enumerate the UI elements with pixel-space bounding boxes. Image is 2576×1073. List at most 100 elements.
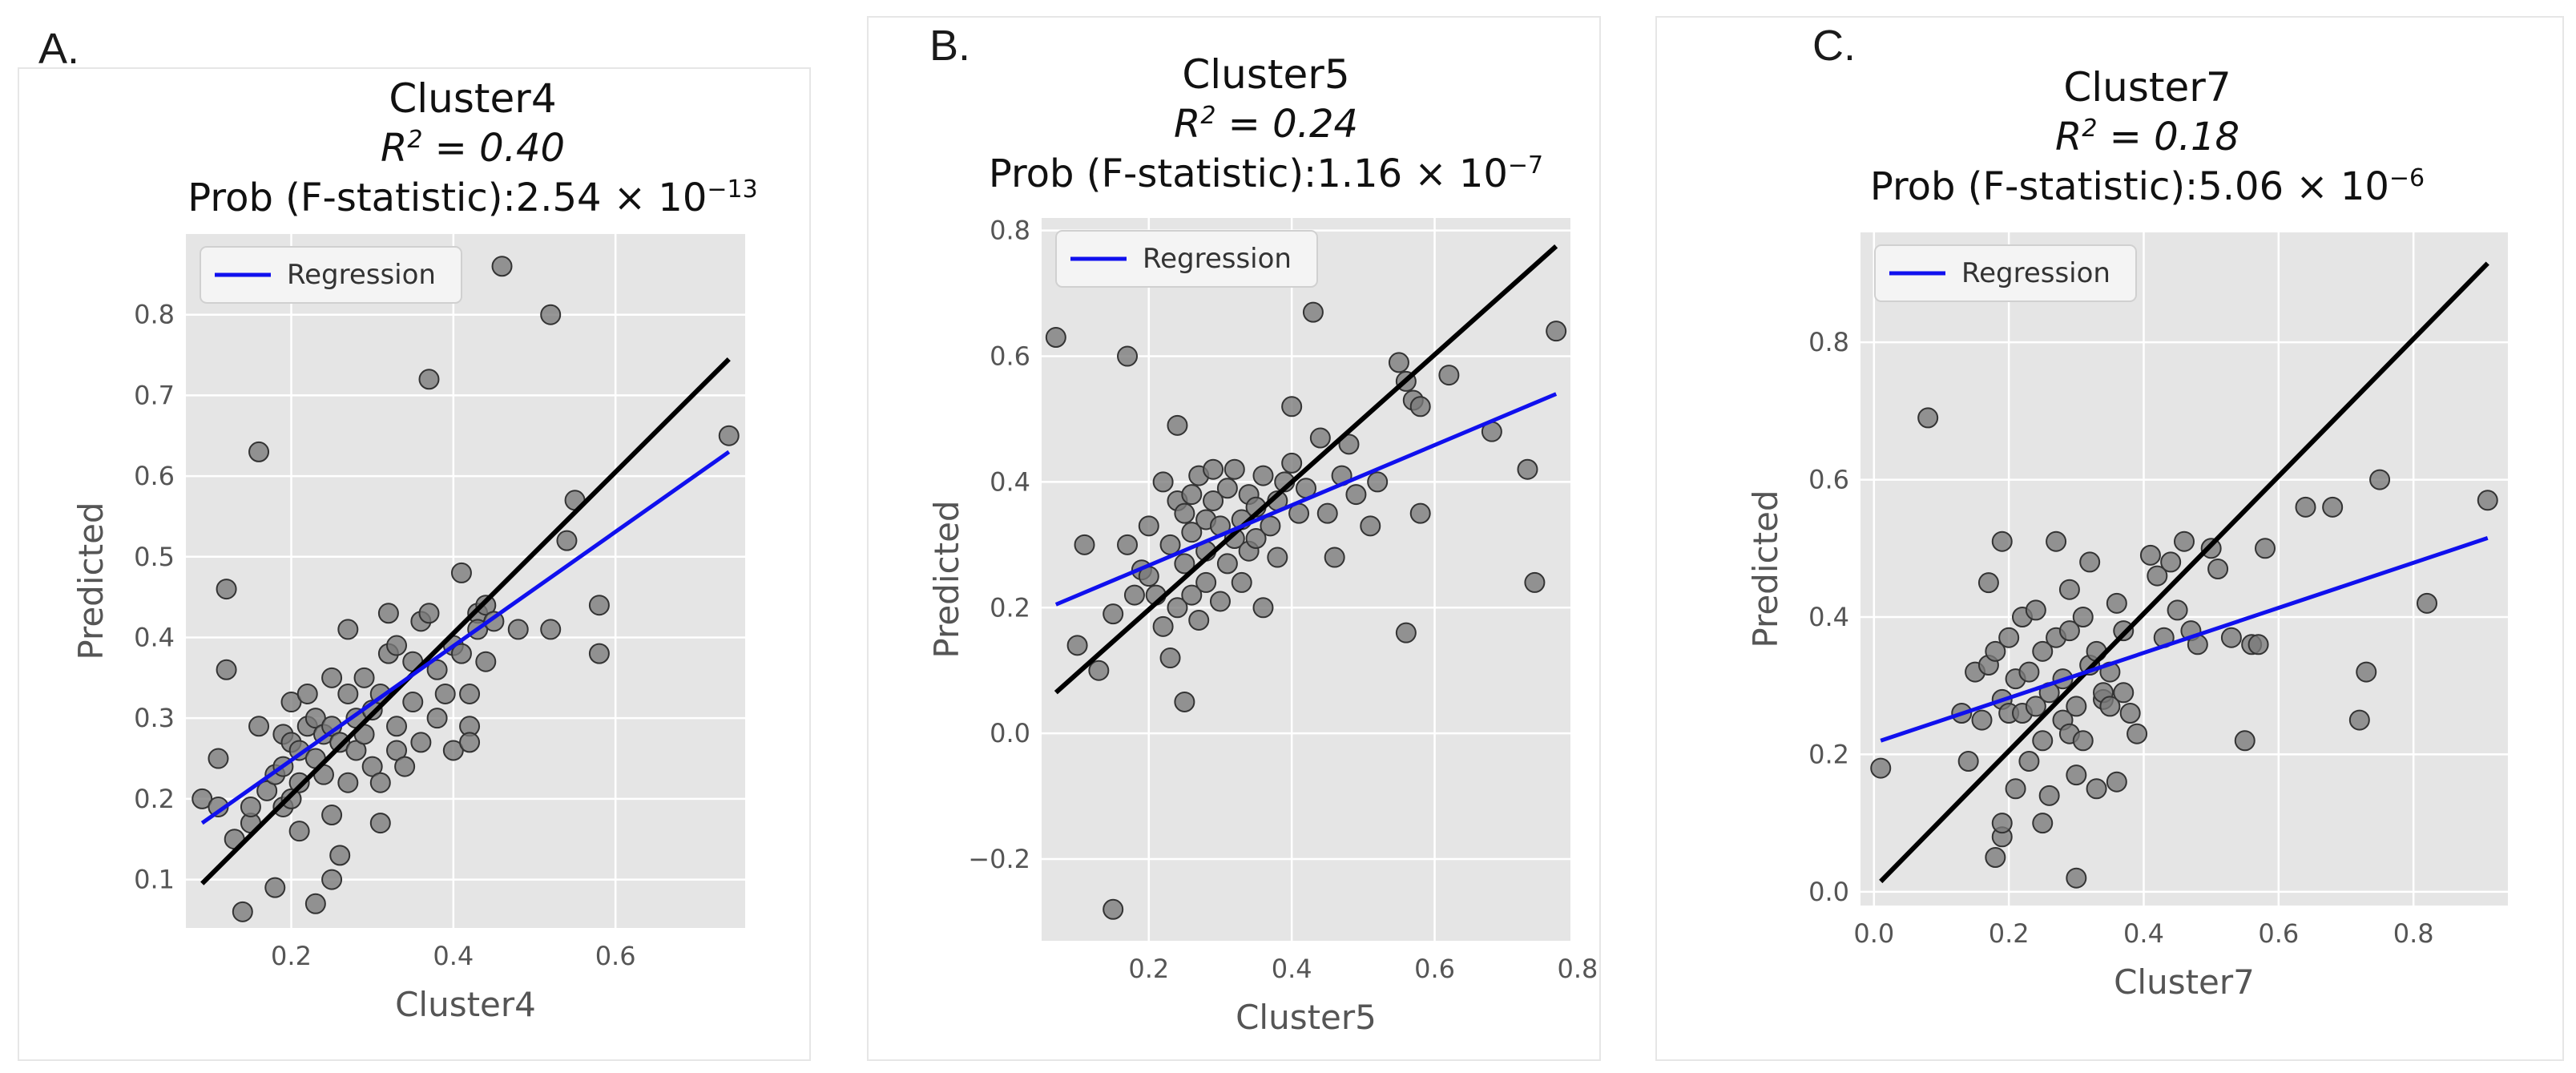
x-tick-label: 0.4 [1272, 954, 1312, 984]
data-point [1203, 490, 1224, 511]
data-point [1195, 571, 1217, 593]
data-point [2356, 661, 2377, 683]
data-point [1309, 427, 1331, 449]
data-point [1174, 502, 1195, 524]
data-point [1977, 572, 1999, 594]
data-point [450, 562, 472, 583]
data-point [2018, 661, 2040, 683]
y-tick-label: 0.4 [990, 466, 1030, 497]
data-point [1152, 471, 1174, 493]
data-point [2160, 551, 2182, 573]
data-point [402, 692, 424, 713]
panel-b-title: Cluster5 [1182, 51, 1350, 98]
x-tick-label: 0.2 [1128, 954, 1169, 984]
data-point [1152, 615, 1174, 637]
panel-c-title-block: Cluster7 R2 = 0.18 Prob (F-statistic):5.… [1779, 63, 2516, 212]
data-point [2477, 490, 2498, 511]
plot-area [1042, 218, 1570, 941]
data-point [369, 772, 391, 793]
data-point [1388, 352, 1409, 373]
data-point [426, 708, 448, 729]
data-point [1524, 571, 1546, 593]
data-point [1181, 522, 1203, 543]
data-point [1117, 345, 1139, 367]
data-point [2106, 771, 2127, 793]
data-point [1045, 327, 1066, 349]
data-point [426, 659, 448, 680]
x-tick-label: 0.4 [433, 941, 474, 971]
data-point [1174, 553, 1195, 575]
identity-line [1879, 261, 2489, 884]
data-point [386, 716, 408, 737]
data-point [1360, 515, 1381, 537]
y-tick-label: 0.6 [990, 341, 1030, 372]
data-point [1167, 597, 1188, 619]
data-point [2348, 709, 2370, 731]
data-point [353, 667, 375, 688]
data-point [288, 740, 310, 761]
data-point [2032, 640, 2054, 662]
data-point [540, 619, 562, 640]
data-point [588, 595, 610, 616]
data-point [1174, 691, 1195, 712]
data-point [2072, 730, 2094, 752]
data-point [2139, 544, 2161, 566]
data-point [1316, 502, 1338, 524]
panel-b-letter: B. [929, 22, 971, 70]
panel-c-title: Cluster7 [2063, 64, 2231, 111]
data-point [475, 651, 497, 672]
data-point [1216, 478, 1238, 499]
data-point [216, 659, 237, 680]
x-tick-label: 0.8 [1557, 954, 1598, 984]
x-tick-label: 0.4 [2123, 918, 2164, 949]
regression-line [1880, 536, 2489, 743]
regression-line [1054, 392, 1558, 607]
data-point [1281, 452, 1303, 474]
regression-line [200, 450, 731, 825]
panel-a-r2: R2 = 0.40 [380, 126, 566, 171]
chart-cluster7: 0.0 0.2 0.4 0.6 0.8 0.0 0.2 0.4 0.6 0.8 Regression… [1746, 232, 2508, 1002]
y-tick-label: 0.8 [1808, 327, 1849, 357]
x-tick-label: 0.6 [2258, 918, 2299, 949]
data-point [248, 441, 270, 462]
data-point [1267, 547, 1288, 568]
data-point [1957, 751, 1979, 772]
data-point [2295, 496, 2316, 518]
data-point [459, 732, 481, 753]
data-point [1138, 515, 1159, 537]
y-tick-label: 0.1 [134, 865, 175, 895]
panel-b-title-block: Cluster5 R2 = 0.24 Prob (F-statistic):1.… [913, 50, 1619, 199]
data-point [248, 716, 270, 737]
panel-a-title-block: Cluster4 R2 = 0.40 Prob (F-statistic):2.… [120, 74, 825, 223]
data-point [329, 845, 351, 866]
x-tick-label: 0.0 [1853, 918, 1894, 949]
data-point [2066, 696, 2087, 717]
panel-c-letter: C. [1812, 22, 1856, 70]
data-point [1181, 484, 1203, 506]
data-point [240, 796, 261, 817]
data-point [1998, 627, 2020, 648]
data-point [1074, 534, 1095, 555]
data-point [2113, 682, 2135, 704]
data-point [588, 643, 610, 664]
data-point [2079, 551, 2101, 573]
data-point [1395, 622, 1417, 643]
data-point [1123, 584, 1145, 606]
y-axis-label: Predicted [71, 502, 111, 660]
data-point [1066, 635, 1088, 656]
data-point [264, 877, 286, 898]
data-point [2038, 785, 2060, 806]
chart-cluster5: 0.2 0.4 0.6 0.8 −0.2 0.0 0.2 0.4 0.6 0.8 Regressio… [927, 216, 1598, 1037]
identity-line [200, 357, 731, 885]
data-point [2018, 751, 2040, 772]
data-point [2174, 530, 2195, 552]
y-tick-label: 0.5 [134, 542, 175, 572]
data-point [1409, 502, 1431, 524]
panel-a-letter: A. [38, 25, 80, 73]
y-tick-label: 0.2 [134, 784, 175, 814]
data-point [1324, 547, 1345, 568]
x-axis-label: Cluster7 [2114, 962, 2255, 1002]
data-point [434, 683, 456, 704]
legend-box [1055, 230, 1318, 288]
y-tick-label: 0.8 [990, 216, 1030, 246]
